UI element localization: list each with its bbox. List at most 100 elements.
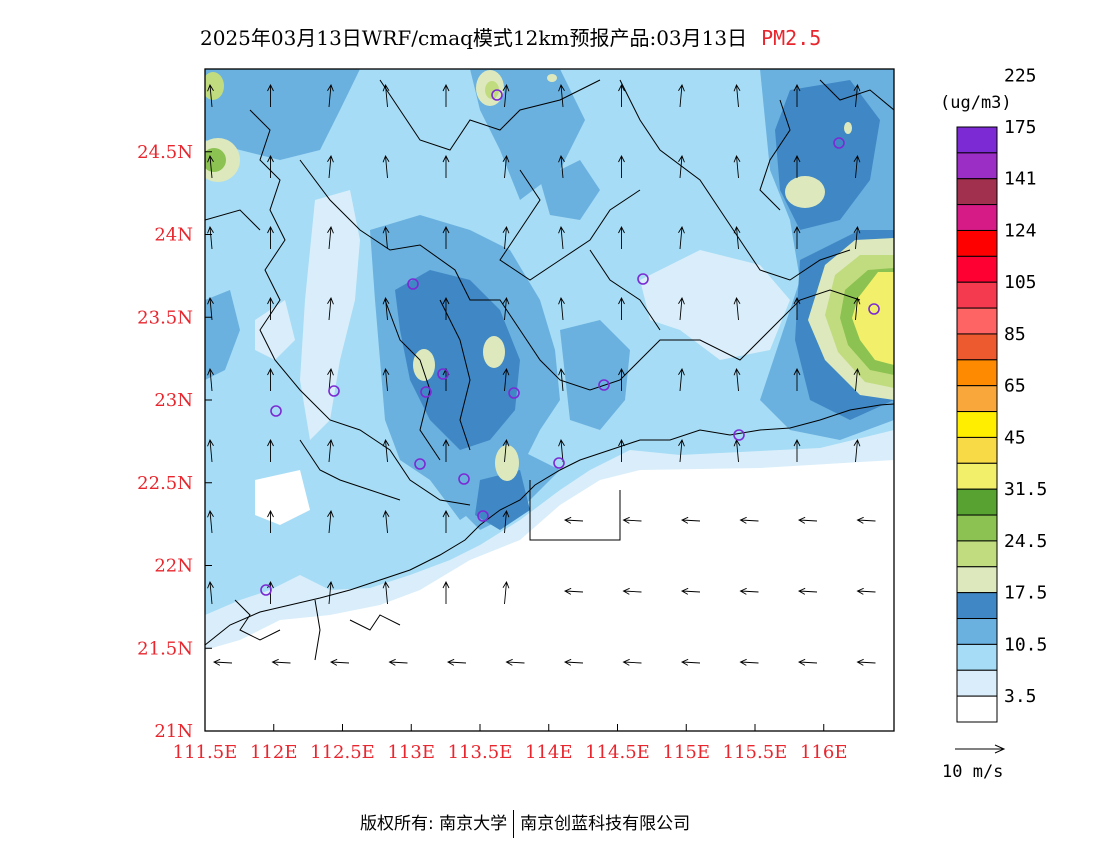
wind-vectors [207,83,876,809]
wind-arrow [853,438,861,463]
wind-arrow [558,154,565,179]
station-marker [491,89,503,101]
wind-arrow [214,732,232,738]
wind-arrow [273,803,291,809]
colorbar-swatch [956,152,998,180]
colorbar-swatch [956,540,998,568]
wind-arrow [793,225,801,249]
colorbar-swatch [956,359,998,387]
station-marker [868,303,880,315]
wind-arrow [739,587,759,595]
colorbar-swatch [956,229,998,257]
longitude-label: 111.5E [173,742,238,763]
colorbar-label: 17.5 [1004,583,1047,604]
wind-arrow [733,154,741,179]
longitude-label: 114E [525,742,573,763]
wind-arrow [558,367,565,392]
station-marker [508,387,520,399]
wind-arrow [853,296,861,321]
wind-arrow [558,83,565,108]
wind-arrow [390,732,408,738]
wind-arrow [382,154,390,179]
wind-arrow [678,296,685,321]
wind-arrow [382,83,390,108]
copyright-footer: 版权所有: 南京大学 南京创蓝科技有限公司 [360,809,690,838]
wind-arrow [678,438,685,463]
wind-arrow [793,83,801,107]
colorbar-swatch [956,255,998,283]
longitude-label: 113E [388,742,436,763]
colorbar-swatch [956,643,998,671]
wind-arrow [267,438,274,462]
colorbar-swatch [956,592,998,620]
colorbar-swatch [956,126,998,154]
longitude-label: 116E [800,742,848,763]
wind-arrow [327,225,334,250]
wind-arrow [558,438,565,463]
colorbar-swatch [956,514,998,542]
latitude-label: 22.5N [137,473,193,494]
colorbar-label: 45 [1004,427,1026,448]
wind-arrow [678,83,685,108]
station-marker [414,458,426,470]
wind-arrow [797,587,818,595]
station-marker [553,457,565,469]
colorbar-label: 124 [1004,220,1037,241]
wind-arrow [507,732,525,738]
wind-arrow [207,154,214,179]
wind-arrow [442,154,450,178]
wind-arrow [853,83,861,108]
wind-arrow [212,658,233,666]
wind-arrow [793,438,801,462]
colorbar-swatch [956,488,998,516]
wind-arrow [382,296,390,321]
wind-arrow [214,803,232,809]
colorbar-label: 225 [1004,65,1037,86]
wind-arrow [327,154,334,179]
wind-arrow [739,516,759,524]
wind-arrow [442,296,450,320]
wind-arrow [799,803,817,809]
wind-arrow [502,154,510,179]
wind-arrow [856,516,876,524]
latitude-label: 21N [154,721,193,742]
wind-arrow [622,587,642,595]
wind-arrow [446,658,467,666]
wind-arrow [267,154,274,178]
colorbar [956,126,998,723]
longitude-label: 112E [250,742,298,763]
colorbar-swatch [956,333,998,361]
wind-arrow [797,658,818,666]
wind-arrow [853,367,861,392]
wind-arrow [793,154,801,178]
wind-arrow [327,367,334,392]
colorbar-swatch [956,566,998,594]
wind-arrow [618,296,625,320]
latitude-label: 21.5N [137,638,193,659]
wind-arrow [678,154,685,179]
wind-arrow [563,516,584,524]
wind-arrow [442,509,450,533]
wind-arrow [505,658,525,666]
wind-arrow [502,296,510,321]
station-marker [328,385,340,397]
latitude-label: 24.5N [137,142,193,163]
station-marker [420,386,432,398]
colorbar-swatch [956,178,998,206]
colorbar-swatch [956,281,998,309]
footer-divider [513,810,515,838]
wind-arrow [442,438,450,462]
wind-legend-arrowhead [994,744,1006,754]
wind-arrow [502,225,510,250]
wind-arrow [267,225,274,249]
wind-arrow [448,732,466,738]
colorbar-label: 65 [1004,376,1026,397]
wind-arrow [678,225,685,250]
wind-arrow [741,803,759,809]
colorbar-label: 31.5 [1004,479,1047,500]
station-marker [458,473,470,485]
station-markers [260,89,880,596]
colorbar-swatch [956,669,998,697]
wind-arrow [799,732,817,738]
latitude-label: 24N [154,225,193,246]
